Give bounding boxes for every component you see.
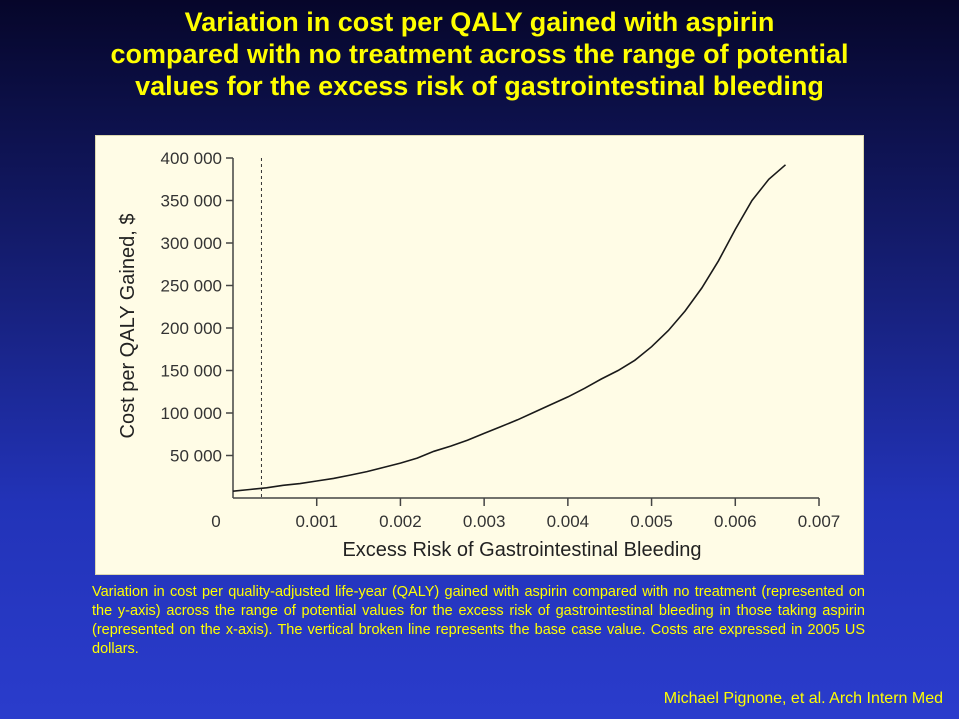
y-axis-label: Cost per QALY Gained, $ (117, 214, 139, 439)
x-tick-label: 0 (211, 512, 220, 531)
series-layer (232, 164, 787, 492)
line-chart: 50 000 100 000 150 000 200 000 250 000 300 00… (117, 149, 841, 561)
x-tick-label: 0.007 (798, 512, 841, 531)
citation: Michael Pignone, et al. Arch Intern Med (663, 690, 943, 707)
x-tick-label: 0.002 (379, 512, 422, 531)
axes (232, 158, 819, 499)
x-tick-label: 0.003 (463, 512, 506, 531)
figure-caption: Variation in cost per quality-adjusted l… (92, 584, 865, 657)
tick-marks: 50 000 100 000 150 000 200 000 250 000 300 00… (161, 149, 841, 531)
x-tick-label: 0.004 (547, 512, 590, 531)
y-tick-label: 250 000 (161, 277, 222, 296)
x-tick-label: 0.005 (630, 512, 673, 531)
x-axis-label: Excess Risk of Gastrointestinal Bleeding (342, 539, 701, 561)
y-tick-label: 50 000 (170, 447, 222, 466)
y-tick-label: 150 000 (161, 362, 222, 381)
title-line-2: compared with no treatment across the ra… (110, 39, 849, 69)
title-line-1: Variation in cost per QALY gained with a… (184, 7, 775, 37)
slide-title: Variation in cost per QALY gained with a… (0, 6, 959, 102)
x-tick-label: 0.001 (295, 512, 338, 531)
chart-panel: 50 000 100 000 150 000 200 000 250 000 300 00… (95, 135, 864, 575)
y-tick-label: 300 000 (161, 234, 222, 253)
x-tick-label: 0.006 (714, 512, 757, 531)
title-line-3: values for the excess risk of gastrointe… (135, 71, 824, 101)
y-tick-label: 350 000 (161, 192, 222, 211)
y-tick-label: 400 000 (161, 149, 222, 168)
cost-per-qaly-curve (232, 164, 787, 492)
y-tick-label: 100 000 (161, 404, 222, 423)
y-tick-label: 200 000 (161, 319, 222, 338)
